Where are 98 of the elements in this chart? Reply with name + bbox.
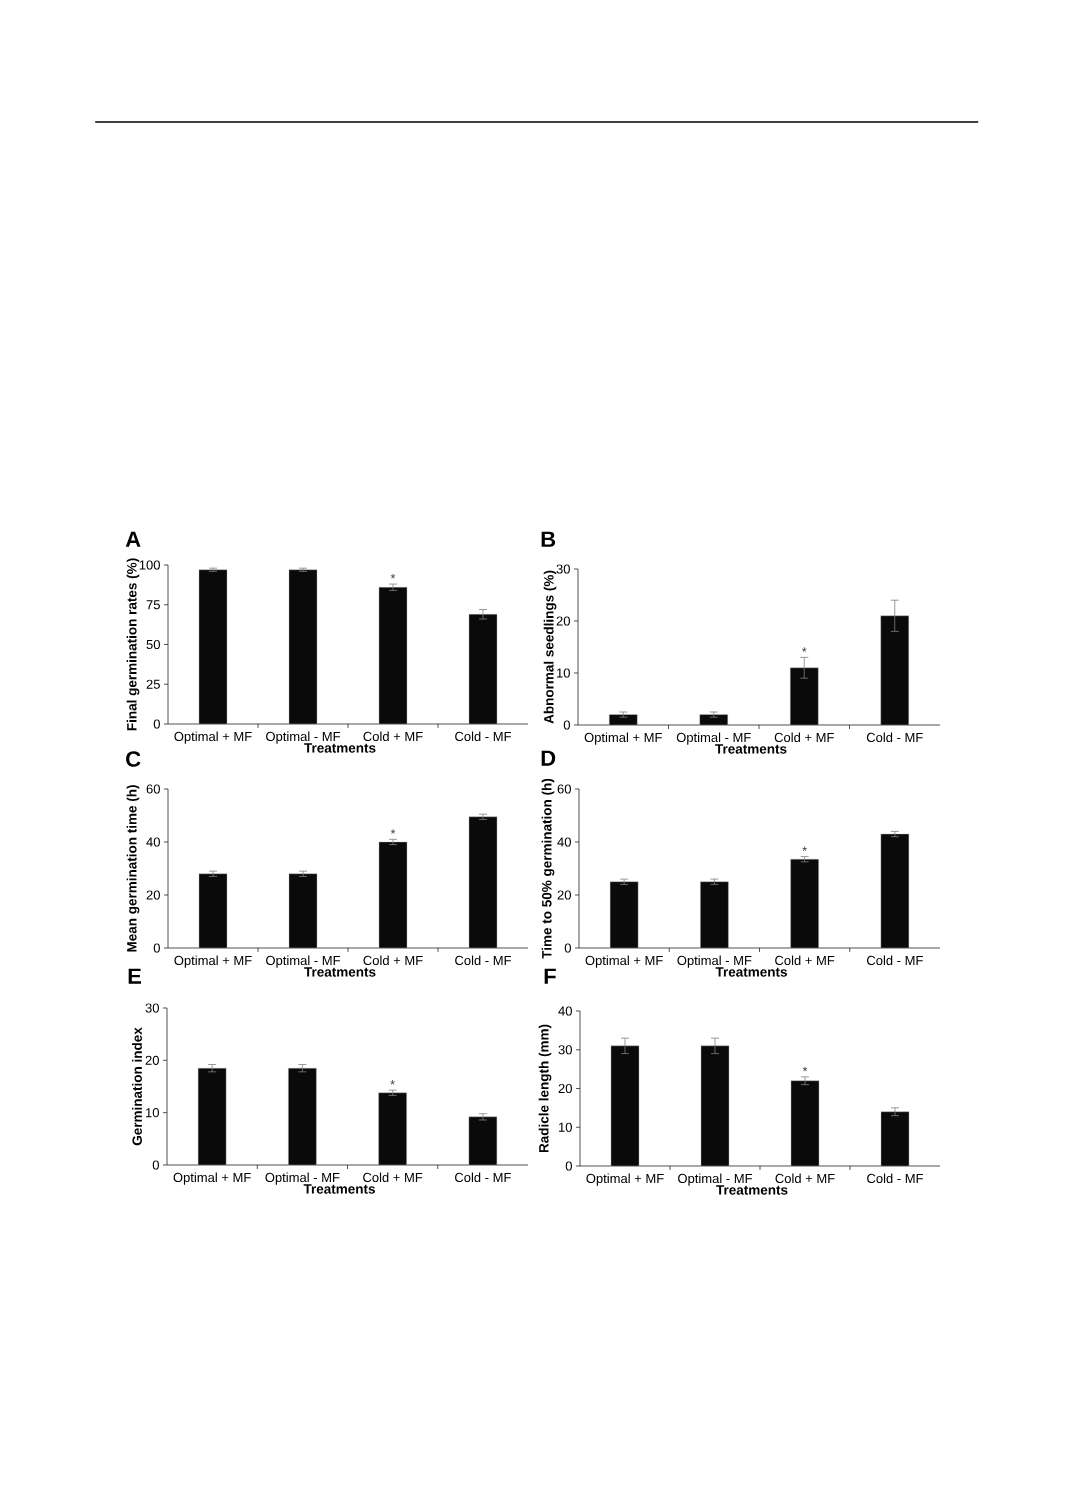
x-tick-label: Cold - MF	[867, 1173, 923, 1184]
bar	[288, 873, 318, 949]
y-tick-label: 0	[564, 943, 571, 953]
x-tick-label: Optimal - MF	[678, 1173, 753, 1186]
bar	[197, 1067, 227, 1166]
y-tick-label: 20	[558, 1083, 572, 1094]
y-tick-label: 10	[557, 668, 570, 678]
x-tick-label: Cold - MF	[455, 1172, 511, 1183]
chart-title: B	[541, 531, 556, 547]
x-tick-label: Optimal - MF	[266, 955, 341, 968]
bar	[700, 881, 729, 949]
x-tick-label: Optimal - MF	[266, 731, 341, 744]
y-tick-label: 20	[146, 890, 160, 900]
y-axis-title: Radicle length (mm)	[538, 1024, 552, 1153]
x-tick-label: Cold + MF	[774, 732, 834, 743]
y-tick-label: 75	[146, 600, 160, 610]
y-tick-label: 0	[153, 943, 160, 953]
x-axis-title: Treatments	[715, 744, 787, 754]
x-tick-label: Optimal + MF	[173, 1172, 251, 1185]
bar	[198, 569, 228, 725]
bar	[288, 1067, 317, 1166]
x-tick-label: Cold - MF	[866, 732, 923, 743]
x-tick-label: Optimal - MF	[265, 1172, 340, 1185]
bar	[880, 833, 910, 949]
x-tick-label: Cold - MF	[455, 731, 511, 742]
bar	[610, 1045, 640, 1167]
bar	[468, 816, 498, 949]
y-tick-label: 60	[146, 784, 160, 794]
bar	[378, 587, 408, 725]
x-axis-title: Treatments	[716, 1185, 788, 1195]
y-tick-label: 30	[556, 564, 570, 574]
bar	[609, 714, 638, 726]
y-tick-label: 40	[146, 837, 160, 847]
x-tick-label: Optimal + MF	[584, 732, 662, 745]
chart-title: F	[544, 968, 556, 984]
y-tick-label: 50	[146, 639, 160, 650]
x-tick-label: Cold - MF	[867, 955, 923, 966]
y-tick-label: 30	[145, 1003, 159, 1013]
bar	[468, 614, 498, 725]
x-axis-title: Treatments	[303, 1184, 375, 1194]
chart-title: D	[541, 750, 556, 766]
annotation: *	[390, 829, 396, 834]
y-tick-label: 25	[146, 679, 160, 689]
x-axis-title: Treatments	[715, 967, 787, 977]
x-axis-title: Treatments	[304, 743, 376, 753]
y-tick-label: 20	[145, 1055, 159, 1065]
bar	[378, 1092, 407, 1166]
y-axis-title: Germination index	[132, 1027, 142, 1146]
y-tick-label: 20	[556, 616, 570, 626]
x-tick-label: Optimal - MF	[676, 732, 751, 745]
bar	[468, 1116, 498, 1166]
x-tick-label: Optimal - MF	[677, 955, 752, 968]
x-tick-label: Optimal + MF	[585, 955, 663, 968]
x-tick-label: Cold + MF	[363, 731, 423, 742]
x-axis-title: Treatments	[304, 967, 376, 977]
y-tick-label: 100	[139, 560, 160, 570]
y-tick-label: 0	[565, 1161, 572, 1171]
annotation: *	[390, 1080, 395, 1085]
y-tick-label: 0	[153, 719, 160, 729]
y-axis-title: Final germination rates (%)	[126, 558, 140, 731]
bar	[699, 714, 728, 726]
x-tick-label: Cold - MF	[455, 955, 511, 966]
chart-title: A	[125, 531, 141, 547]
bar	[880, 1111, 910, 1167]
bar	[198, 873, 228, 949]
bar	[790, 1080, 820, 1167]
y-tick-label: 0	[563, 720, 570, 730]
x-tick-label: Optimal + MF	[174, 731, 252, 744]
y-tick-label: 0	[152, 1160, 159, 1170]
y-axis-title: Mean germination time (h)	[126, 785, 140, 952]
annotation: *	[801, 647, 807, 652]
y-tick-label: 40	[558, 1006, 572, 1016]
bar	[790, 859, 819, 949]
bar	[880, 615, 909, 726]
y-tick-label: 10	[559, 1122, 572, 1132]
bar	[790, 667, 819, 726]
x-tick-label: Cold + MF	[775, 955, 835, 966]
y-axis-title: Time to 50% germination (h)	[541, 778, 555, 959]
bar	[700, 1045, 730, 1167]
bar	[609, 881, 639, 949]
y-tick-label: 30	[558, 1045, 572, 1055]
y-axis-title: Abnormal seedlings (%)	[543, 570, 557, 724]
annotation: *	[802, 1066, 808, 1072]
annotation: *	[802, 846, 807, 851]
x-tick-label: Cold + MF	[363, 955, 423, 966]
chart-title: E	[128, 968, 142, 984]
annotation: *	[390, 573, 396, 579]
bar	[378, 841, 408, 949]
x-tick-label: Cold + MF	[363, 1172, 423, 1183]
x-tick-label: Optimal + MF	[174, 955, 252, 968]
y-tick-label: 60	[557, 784, 571, 794]
y-tick-label: 20	[557, 890, 571, 900]
x-tick-label: Optimal + MF	[586, 1173, 664, 1186]
bar	[288, 569, 318, 725]
y-tick-label: 10	[146, 1108, 159, 1118]
y-tick-label: 40	[557, 837, 571, 847]
chart-title: C	[126, 751, 141, 767]
x-tick-label: Cold + MF	[775, 1173, 835, 1184]
